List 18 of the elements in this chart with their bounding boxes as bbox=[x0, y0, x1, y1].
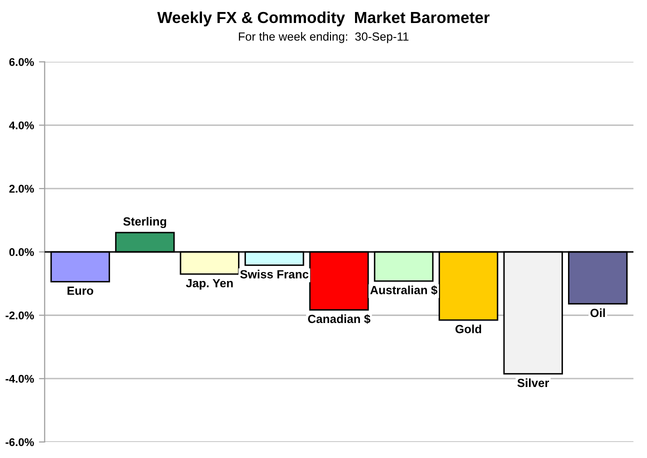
y-tick-label: -2.0% bbox=[6, 312, 34, 320]
x-tick-label: Canadian $ bbox=[308, 314, 370, 324]
x-tick-label: Euro bbox=[68, 286, 94, 295]
chart-title: Weekly FX & Commodity Market Barometer bbox=[157, 11, 490, 26]
x-tick-label: Jap. Yen bbox=[186, 279, 233, 290]
chart-subtitle: For the week ending: 30-Sep-11 bbox=[238, 32, 408, 44]
y-tick-label: 2.0% bbox=[9, 184, 34, 193]
y-tick-label: -6.0% bbox=[6, 438, 34, 446]
x-tick-label: Australian $ bbox=[370, 285, 438, 296]
x-tick-label: Swiss Franc bbox=[240, 270, 308, 278]
y-tick-label: 6.0% bbox=[9, 58, 34, 66]
x-tick-label: Oil bbox=[590, 308, 605, 318]
y-tick-label: 0.0% bbox=[9, 248, 34, 256]
x-tick-label: Silver bbox=[517, 378, 550, 388]
x-tick-label: Gold bbox=[455, 324, 482, 334]
y-tick-label: -4.0% bbox=[6, 374, 34, 383]
y-tick-label: 4.0% bbox=[9, 121, 34, 130]
x-tick-label: Sterling bbox=[123, 216, 166, 228]
